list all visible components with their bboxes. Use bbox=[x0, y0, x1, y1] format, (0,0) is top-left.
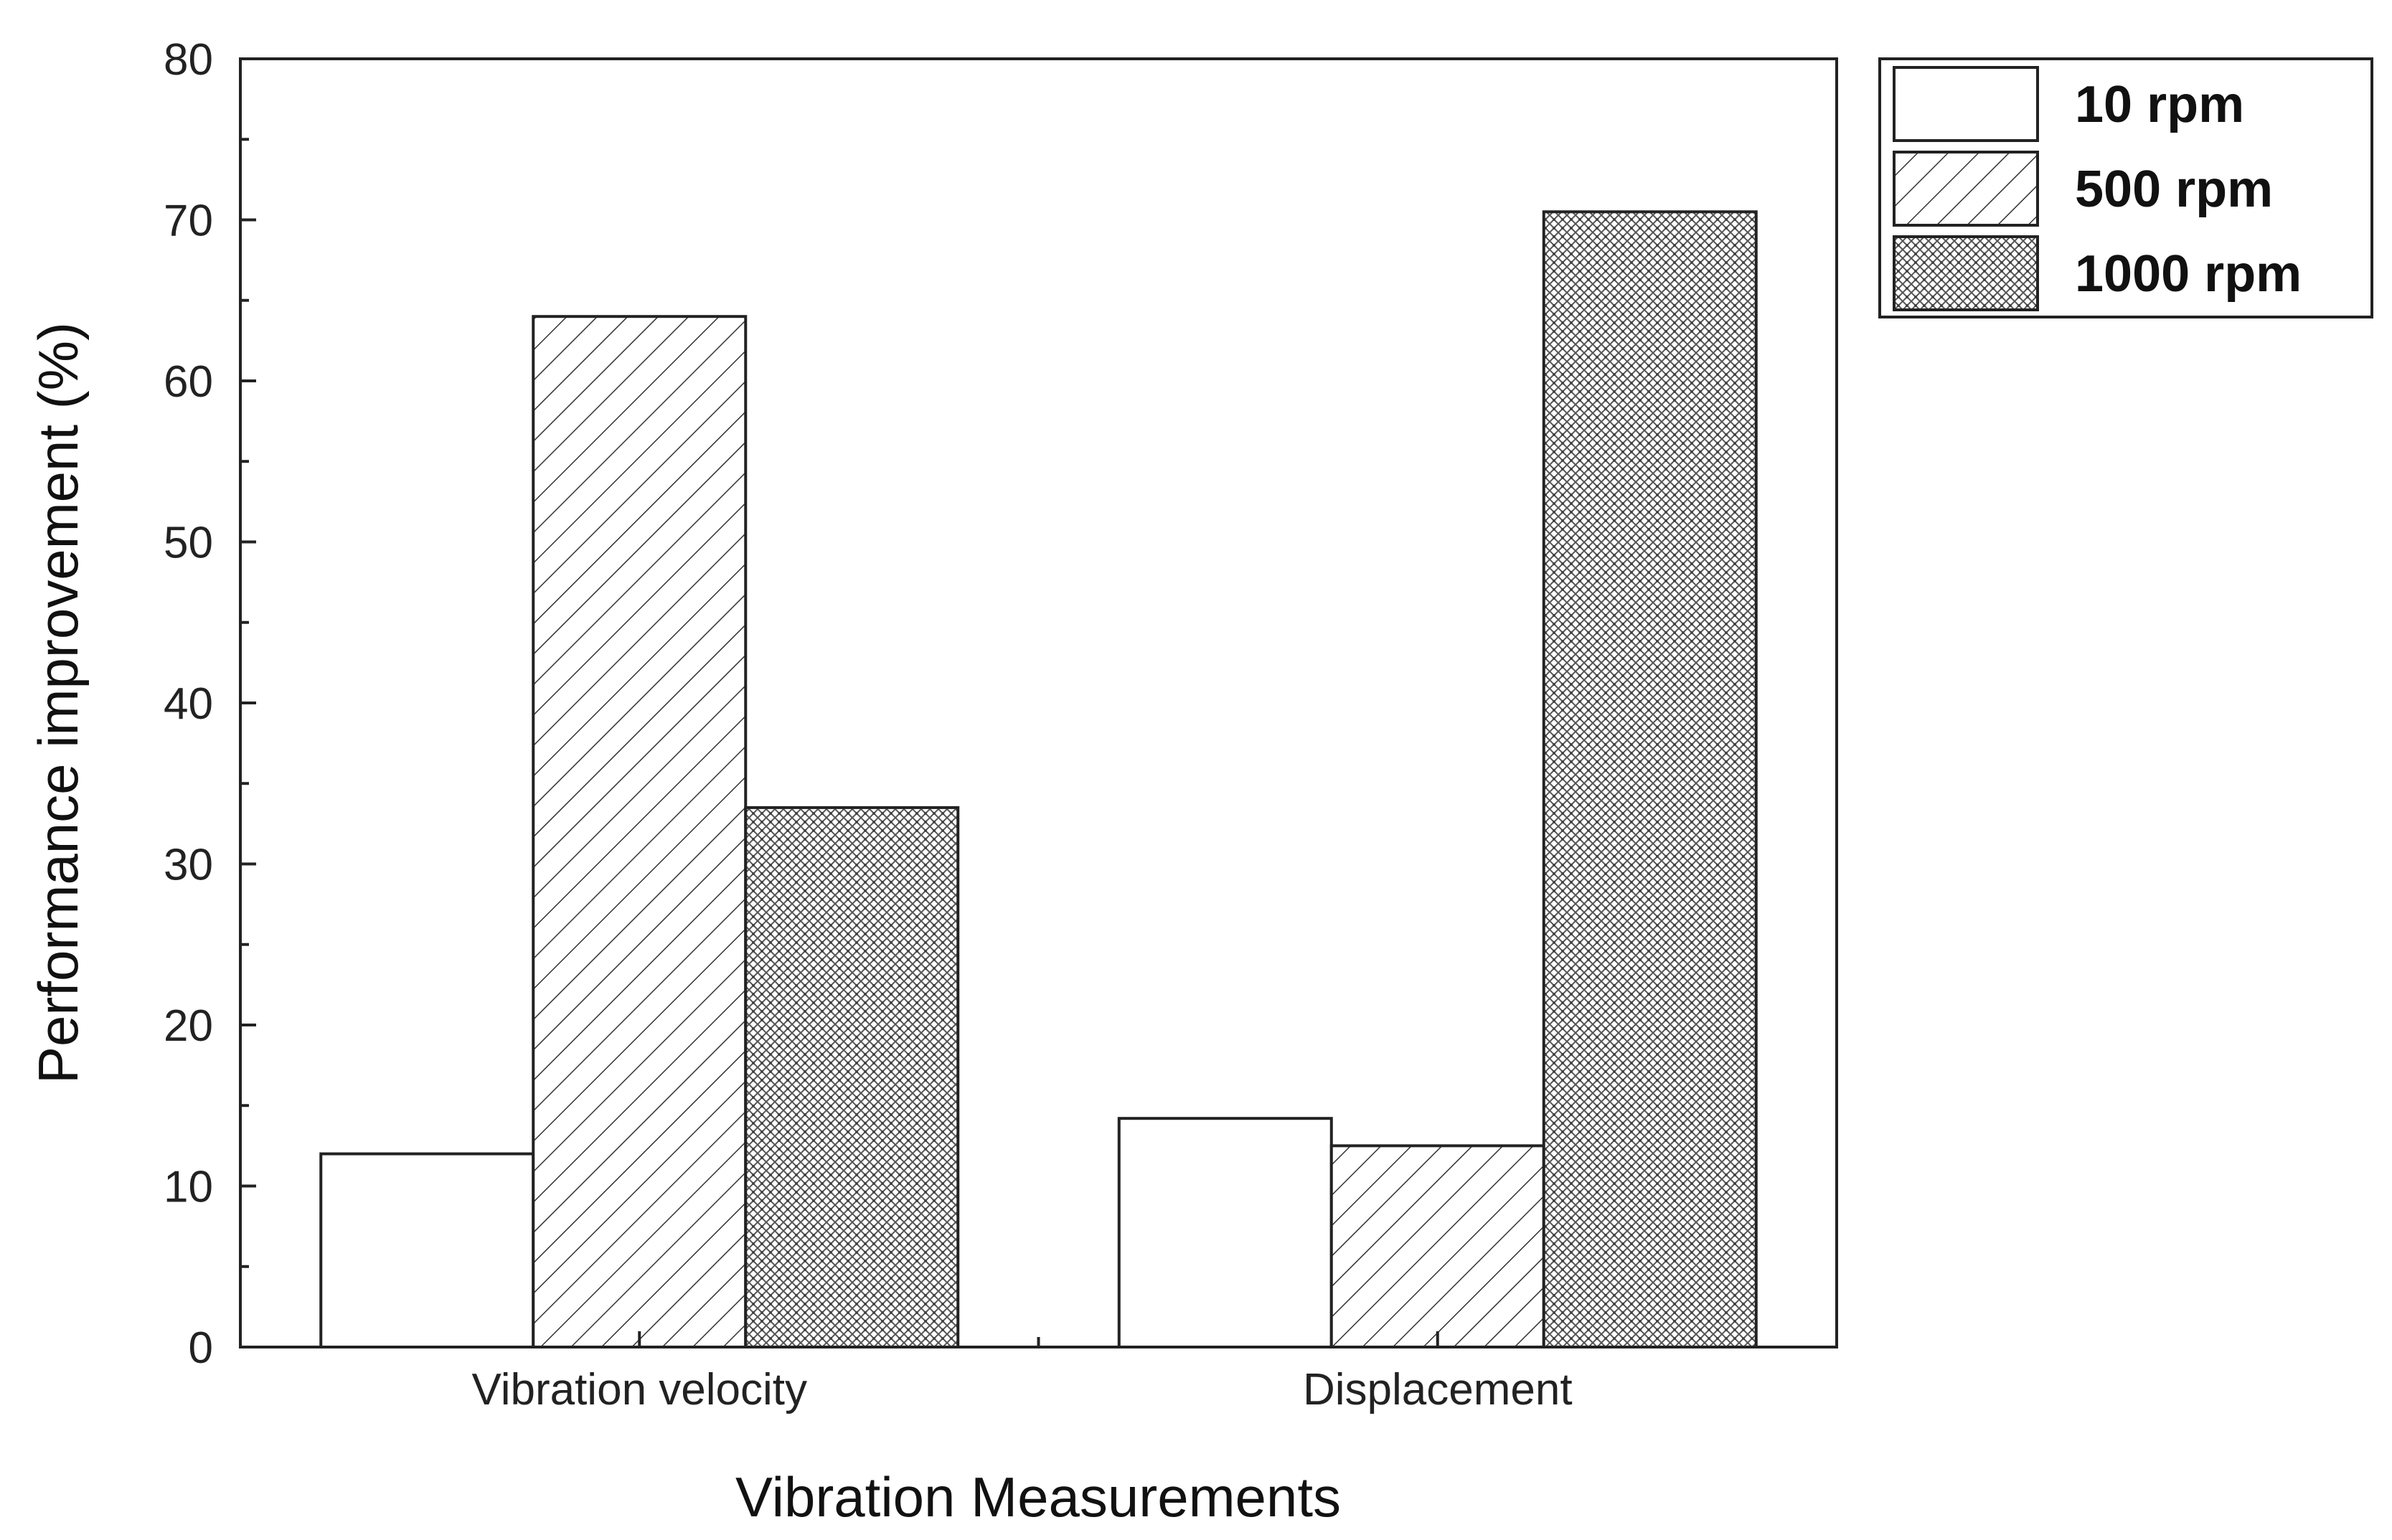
bar-10-rpm-displacement bbox=[1117, 1117, 1333, 1348]
bar-10-rpm-vibration-velocity bbox=[319, 1152, 535, 1348]
legend-label: 500 rpm bbox=[2075, 161, 2273, 218]
x-category-label: Vibration velocity bbox=[471, 1365, 807, 1414]
legend-frame bbox=[1878, 57, 2373, 318]
y-axis-ticks: 0 10 20 30 40 50 60 70 80 bbox=[164, 35, 256, 1373]
y-tick-label: 40 bbox=[164, 679, 213, 729]
legend-swatch-1000-rpm bbox=[1893, 235, 2039, 311]
legend-swatch-500-rpm bbox=[1893, 151, 2039, 227]
y-tick-label: 60 bbox=[164, 357, 213, 407]
y-tick-label: 80 bbox=[164, 35, 213, 85]
x-axis-ticks: Vibration velocity Displacement bbox=[471, 1331, 1573, 1414]
bar-500-rpm-vibration-velocity bbox=[532, 315, 748, 1349]
y-tick-label: 70 bbox=[164, 197, 213, 246]
bars bbox=[319, 210, 1758, 1349]
bar-1000-rpm-displacement bbox=[1542, 210, 1758, 1348]
legend: 10 rpm 500 rpm 1000 rpm bbox=[1878, 57, 2373, 318]
y-axis-title: Performance improvement (%) bbox=[27, 322, 90, 1084]
legend-label: 10 rpm bbox=[2075, 76, 2244, 133]
bar-1000-rpm-vibration-velocity bbox=[744, 806, 960, 1349]
legend-swatch-10-rpm bbox=[1893, 66, 2039, 142]
x-category-label: Displacement bbox=[1303, 1365, 1573, 1414]
y-tick-label: 0 bbox=[189, 1323, 213, 1373]
y-tick-label: 30 bbox=[164, 841, 213, 890]
bar-500-rpm-displacement bbox=[1329, 1144, 1545, 1348]
y-tick-label: 50 bbox=[164, 519, 213, 568]
y-tick-label: 20 bbox=[164, 1001, 213, 1051]
y-tick-label: 10 bbox=[164, 1163, 213, 1212]
legend-label: 1000 rpm bbox=[2075, 245, 2302, 303]
x-axis-title: Vibration Measurements bbox=[735, 1465, 1341, 1529]
